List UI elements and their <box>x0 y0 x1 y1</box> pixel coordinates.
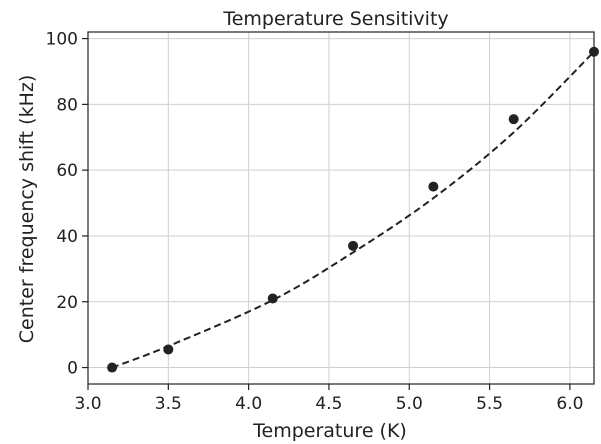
data-point <box>107 362 118 373</box>
x-tick-label: 5.0 <box>396 394 423 414</box>
y-tick-label: 20 <box>56 293 78 313</box>
data-point <box>508 114 519 125</box>
data-point <box>348 240 359 251</box>
y-tick-label: 0 <box>67 359 78 379</box>
fit-curve <box>111 51 595 369</box>
x-tick-label: 4.5 <box>315 394 342 414</box>
x-tick-label: 5.5 <box>476 394 503 414</box>
series-layer <box>107 46 599 373</box>
x-axis-label: Temperature (K) <box>252 420 407 442</box>
y-tick-label: 40 <box>56 227 78 247</box>
grid-layer <box>87 32 594 384</box>
x-tick-label: 3.5 <box>155 394 182 414</box>
y-axis-label: Center frequency shift (kHz) <box>16 75 38 343</box>
y-tick-label: 100 <box>46 30 78 50</box>
data-point <box>163 344 174 355</box>
x-tick-label: 6.0 <box>556 394 583 414</box>
y-tick-label: 80 <box>56 95 78 115</box>
x-tick-label: 3.0 <box>74 394 101 414</box>
plot-frame <box>87 31 595 385</box>
y-tick-label: 60 <box>56 161 78 181</box>
chart-title: Temperature Sensitivity <box>222 8 448 30</box>
data-point <box>267 293 278 304</box>
data-point <box>589 46 599 57</box>
data-point <box>428 181 439 192</box>
ticks-layer: 3.0 3.5 4.0 4.5 5.0 5.5 6.0 0 20 40 60 80 100 <box>46 30 584 414</box>
x-tick-label: 4.0 <box>235 394 262 414</box>
